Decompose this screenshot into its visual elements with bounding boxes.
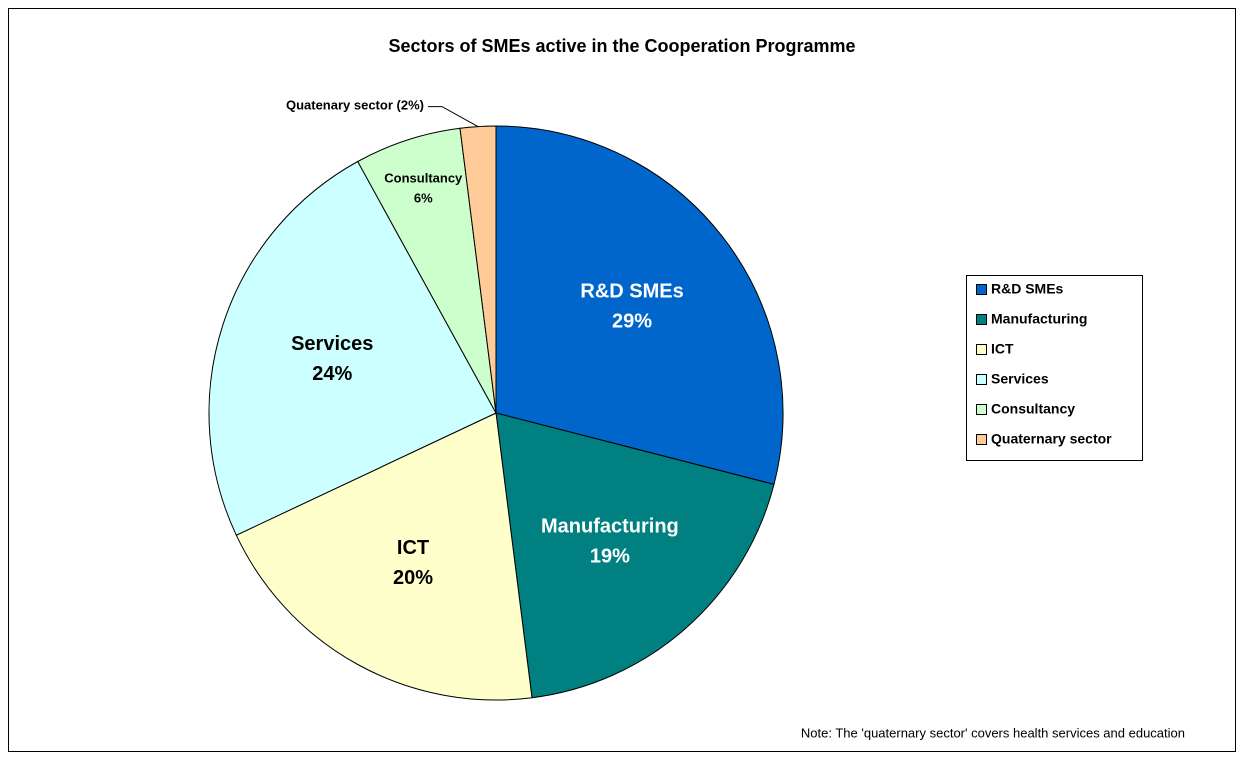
slice-label: Consultancy	[384, 171, 463, 186]
note: Note: The 'quaternary sector' covers hea…	[801, 725, 1185, 740]
legend-swatch	[976, 314, 987, 325]
slice-label: Manufacturing	[541, 515, 679, 537]
pie-slice	[235, 412, 533, 701]
slice-value-label: 6%	[414, 191, 433, 206]
pie-slice	[495, 412, 775, 699]
pie-slice	[208, 160, 497, 536]
legend-swatch	[976, 404, 987, 415]
pie-slice	[495, 125, 784, 485]
legend-label: Services	[991, 371, 1049, 387]
slice-value-label: 20%	[393, 567, 433, 589]
slice-label: R&D SMEs	[580, 281, 683, 303]
slice-value-label: 24%	[312, 363, 352, 385]
legend-swatch	[976, 434, 987, 445]
leader-line	[427, 106, 479, 128]
chart-title: Sectors of SMEs active in the Cooperatio…	[388, 36, 855, 56]
legend-box	[966, 275, 1143, 461]
legend-label: ICT	[991, 341, 1014, 357]
slice-label: Services	[291, 333, 373, 355]
legend-label: Manufacturing	[991, 311, 1087, 327]
slice-value-label: 19%	[590, 545, 630, 567]
slice-label: Quatenary sector	[286, 98, 393, 113]
legend-swatch	[976, 284, 987, 295]
legend-swatch	[976, 344, 987, 355]
legend-label: R&D SMEs	[991, 281, 1064, 297]
legend-label: Consultancy	[991, 401, 1075, 417]
legend-swatch	[976, 374, 987, 385]
slice-value-label: (2%)	[397, 98, 424, 113]
slice-value-label: 29%	[612, 311, 652, 333]
slice-label: ICT	[397, 537, 429, 559]
slice-label-outside: Quatenary sector (2%)	[286, 98, 424, 113]
legend-label: Quaternary sector	[991, 431, 1112, 447]
